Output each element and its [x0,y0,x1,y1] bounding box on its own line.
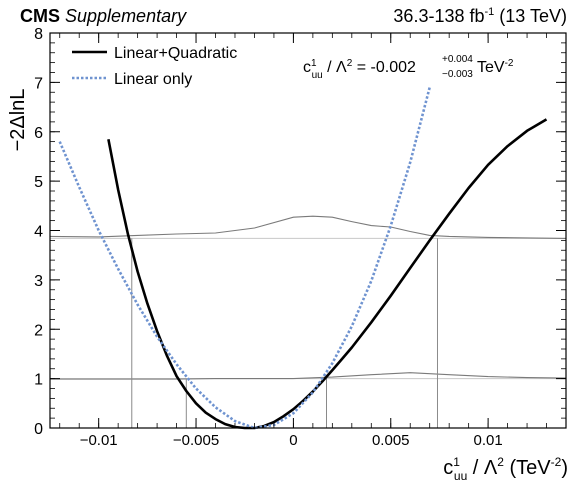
threshold-curve-0 [49,215,567,239]
y-tick-label: 2 [34,322,43,339]
series-line-linear-quadratic [107,118,548,430]
series-line-linear-only [58,86,431,430]
luminosity-exponent: -1 [484,6,495,18]
y-tick-label: 4 [34,224,43,241]
luminosity-text: 36.3-138 fb [393,6,485,26]
y-tick-label: 1 [34,372,43,389]
energy-text: (13 TeV) [499,6,567,26]
x-tick-label: −0.005 [173,432,219,449]
cms-label: CMS Supplementary [20,6,186,27]
x-tick-label: 0.01 [474,432,503,449]
y-axis-title: −2ΔlnL [7,89,29,152]
y-tick-label: 5 [34,174,43,191]
fit-unit-text: TeV-2 [477,58,514,76]
y-tick-label: 6 [34,125,43,142]
y-tick-label: 0 [34,421,43,438]
fit-error-down: −0.003 [442,69,473,80]
legend-label-linear-only: Linear only [114,71,192,88]
fit-result-text: c1 uu / Λ2 = -0.002 [303,58,416,81]
x-tick-label: 0.005 [372,432,410,449]
experiment-name: CMS [20,6,60,26]
y-tick-label: 7 [34,75,43,92]
legend-label-linear-quadratic: Linear+Quadratic [114,45,237,62]
threshold-curve-1 [50,372,567,380]
fit-error-up: +0.004 [442,54,473,65]
lumi-label: 36.3-138 fb-1 (13 TeV) [393,6,567,27]
y-tick-label: 3 [34,273,43,290]
x-tick-label: 0 [289,432,297,449]
x-axis-title: c1 uu / Λ2 (TeV-2) [443,455,568,483]
x-tick-label: −0.01 [80,432,118,449]
y-tick-label: 8 [34,26,43,43]
supplementary-tag: Supplementary [65,6,187,26]
